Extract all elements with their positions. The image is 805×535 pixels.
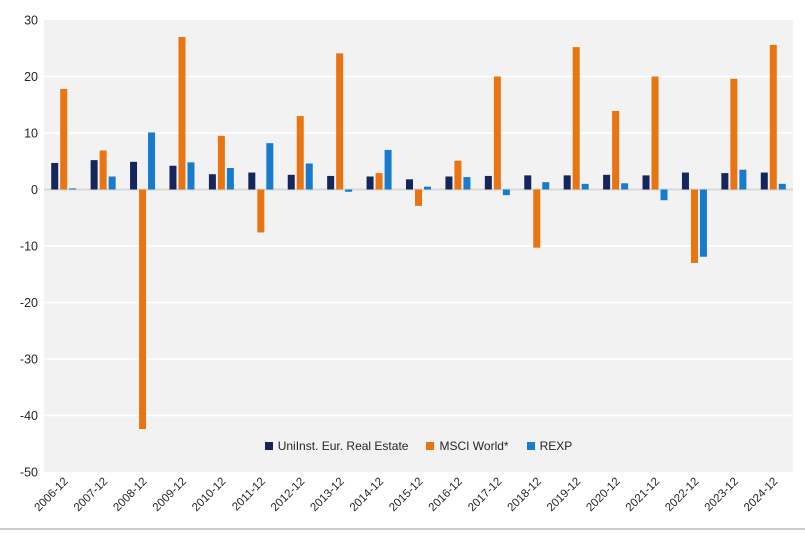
y-tick-label: 0	[31, 183, 38, 197]
bar-msci-world--2011-12	[257, 189, 265, 233]
bottom-divider	[0, 528, 805, 530]
bar-rexp-2012-12	[305, 163, 313, 190]
x-tick-label: 2020-12	[584, 476, 622, 514]
bar-msci-world--2019-12	[572, 47, 580, 190]
bar-msci-world--2020-12	[612, 110, 620, 190]
legend-swatch-real-estate	[264, 442, 273, 450]
x-tick-label: 2008-12	[111, 476, 149, 514]
bar-msci-world--2021-12	[651, 76, 659, 190]
x-tick-label: 2014-12	[348, 476, 386, 514]
legend-label-msci-world: MSCI World*	[439, 439, 509, 453]
bar-rexp-2024-12	[778, 183, 786, 190]
bar-rexp-2017-12	[502, 189, 510, 196]
bar-msci-world--2013-12	[336, 53, 344, 190]
bar-uniinst-eur-real-estate-2009-12	[169, 165, 177, 190]
x-tick-label: 2007-12	[72, 476, 110, 514]
bar-rexp-2010-12	[226, 168, 234, 190]
bar-uniinst-eur-real-estate-2010-12	[208, 174, 216, 190]
bar-uniinst-eur-real-estate-2022-12	[681, 172, 689, 190]
x-tick-label: 2017-12	[466, 476, 504, 514]
bar-uniinst-eur-real-estate-2021-12	[642, 175, 650, 190]
x-tick-label: 2022-12	[663, 476, 701, 514]
bar-rexp-2015-12	[424, 186, 431, 190]
bar-rexp-2022-12	[699, 189, 707, 257]
bar-uniinst-eur-real-estate-2014-12	[366, 176, 374, 190]
bar-msci-world--2022-12	[690, 189, 698, 263]
bar-uniinst-eur-real-estate-2008-12	[130, 161, 138, 190]
legend-swatch-rexp	[526, 442, 535, 450]
x-tick-label: 2018-12	[506, 476, 544, 514]
bar-rexp-2011-12	[266, 143, 274, 190]
bar-rexp-2009-12	[187, 162, 195, 190]
bar-rexp-2023-12	[739, 169, 747, 190]
x-tick-label: 2024-12	[742, 476, 780, 514]
bar-uniinst-eur-real-estate-2019-12	[563, 175, 571, 190]
bar-rexp-2007-12	[108, 176, 116, 190]
x-tick-label: 2011-12	[230, 476, 268, 514]
bar-uniinst-eur-real-estate-2017-12	[484, 175, 492, 190]
bar-msci-world--2010-12	[217, 135, 225, 190]
bar-msci-world--2015-12	[415, 189, 422, 206]
bar-msci-world--2008-12	[139, 189, 147, 430]
x-tick-label: 2019-12	[545, 476, 583, 514]
x-tick-label: 2013-12	[308, 476, 346, 514]
bar-msci-world--2024-12	[769, 44, 777, 190]
bar-uniinst-eur-real-estate-2020-12	[603, 174, 611, 190]
y-tick-label: 20	[24, 70, 38, 84]
bar-rexp-2013-12	[345, 189, 353, 192]
bar-rexp-2020-12	[621, 183, 629, 190]
bar-msci-world--2014-12	[375, 173, 383, 190]
bar-msci-world--2009-12	[178, 36, 186, 190]
y-tick-label: 30	[24, 14, 38, 28]
y-tick-label: -20	[20, 296, 38, 310]
bar-uniinst-eur-real-estate-2012-12	[287, 174, 295, 190]
x-tick-label: 2010-12	[190, 476, 228, 514]
x-tick-label: 2009-12	[151, 476, 189, 514]
x-tick-label: 2015-12	[387, 476, 425, 514]
chart-legend: UniInst. Eur. Real Estate MSCI World* RE…	[44, 437, 793, 455]
y-tick-label: -10	[20, 240, 38, 254]
legend-item-msci-world: MSCI World*	[426, 439, 509, 453]
bar-uniinst-eur-real-estate-2023-12	[721, 173, 729, 190]
bar-msci-world--2023-12	[730, 78, 738, 190]
bar-msci-world--2006-12	[60, 88, 68, 190]
legend-label-real-estate: UniInst. Eur. Real Estate	[277, 439, 409, 453]
bar-uniinst-eur-real-estate-2018-12	[524, 175, 532, 190]
legend-item-real-estate: UniInst. Eur. Real Estate	[264, 439, 409, 453]
bar-msci-world--2018-12	[533, 189, 541, 248]
y-tick-label: -50	[20, 466, 38, 480]
bar-rexp-2018-12	[542, 182, 550, 190]
bar-rexp-2019-12	[581, 183, 589, 190]
x-tick-label: 2021-12	[624, 476, 662, 514]
bar-msci-world--2017-12	[493, 76, 501, 190]
bar-rexp-2006-12	[69, 188, 77, 190]
x-tick-label: 2006-12	[32, 476, 70, 514]
bar-uniinst-eur-real-estate-2011-12	[248, 172, 256, 190]
bar-uniinst-eur-real-estate-2015-12	[406, 179, 413, 190]
x-tick-label: 2012-12	[269, 476, 307, 514]
bar-rexp-2008-12	[148, 132, 156, 190]
bar-rexp-2014-12	[384, 149, 392, 190]
bar-uniinst-eur-real-estate-2013-12	[327, 175, 335, 190]
bar-uniinst-eur-real-estate-2024-12	[760, 172, 768, 190]
bar-uniinst-eur-real-estate-2007-12	[90, 160, 98, 190]
bar-uniinst-eur-real-estate-2006-12	[51, 162, 59, 190]
legend-item-rexp: REXP	[526, 439, 573, 453]
bar-rexp-2021-12	[660, 189, 668, 201]
legend-swatch-msci-world	[426, 442, 435, 450]
bar-msci-world--2012-12	[296, 116, 304, 190]
bar-rexp-2016-12	[463, 177, 471, 190]
bar-msci-world--2007-12	[99, 150, 107, 190]
y-tick-label: -40	[20, 409, 38, 423]
y-tick-label: -30	[20, 353, 38, 367]
x-tick-label: 2016-12	[427, 476, 465, 514]
bar-msci-world--2016-12	[454, 160, 462, 190]
bar-uniinst-eur-real-estate-2016-12	[445, 176, 453, 190]
y-tick-label: 10	[24, 127, 38, 141]
legend-label-rexp: REXP	[539, 439, 573, 453]
x-tick-label: 2023-12	[703, 476, 741, 514]
